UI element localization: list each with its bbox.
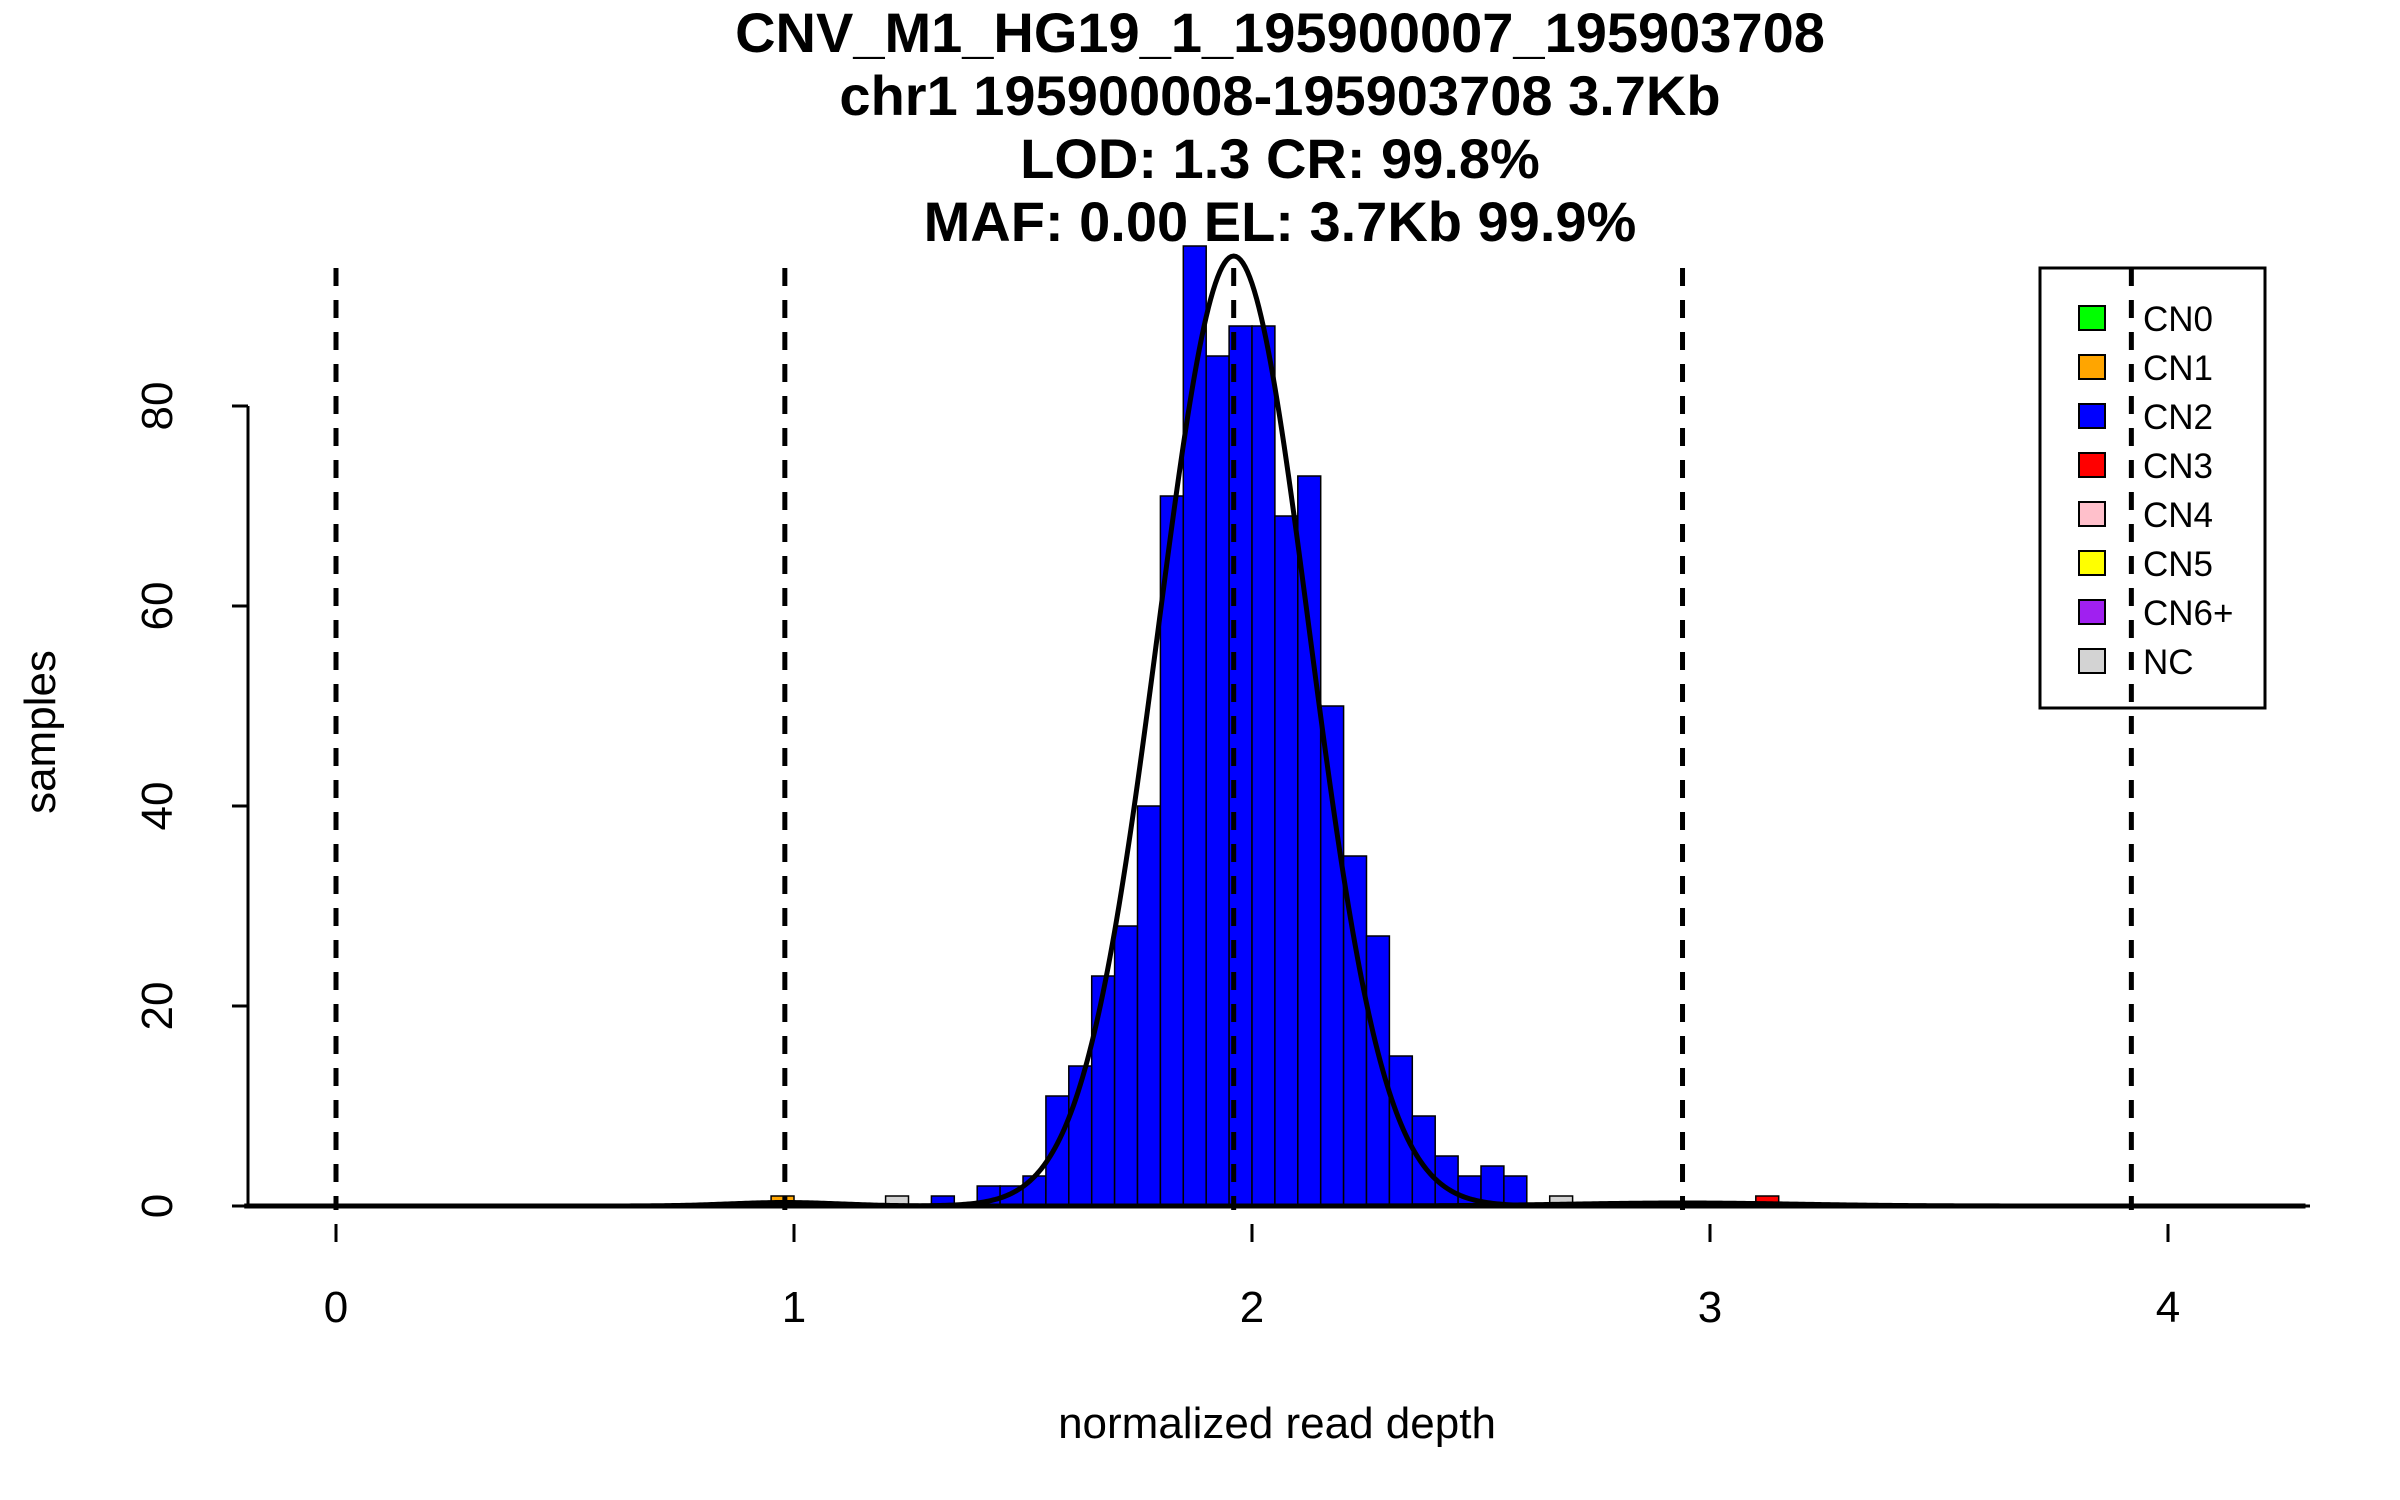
bar-26 <box>1503 1175 1528 1207</box>
x-tick-label-2: 2 <box>1240 1283 1264 1332</box>
title-line-3: LOD: 1.3 CR: 99.8% <box>1020 127 1540 190</box>
y-tick-label-1: 20 <box>133 982 182 1031</box>
legend-swatch-cn3 <box>2078 452 2106 478</box>
legend-box <box>2038 266 2267 710</box>
legend-swatch-cn0 <box>2078 305 2106 331</box>
legend-swatch-nc <box>2078 648 2106 674</box>
legend-label-nc: NC <box>2143 643 2194 682</box>
legend-label-cn2: CN2 <box>2143 398 2213 437</box>
legend-label-cn4: CN4 <box>2143 496 2213 535</box>
bar-8 <box>1090 975 1116 1207</box>
bar-18 <box>1319 705 1345 1207</box>
bar-21 <box>1388 1055 1414 1207</box>
legend-label-cn5: CN5 <box>2143 545 2213 584</box>
legend-swatch-cn2 <box>2078 403 2106 429</box>
bar-12 <box>1182 245 1207 1207</box>
chart-title: CNV_M1_HG19_1_195900007_195903708 chr1 1… <box>735 1 1825 253</box>
bar-13 <box>1205 355 1230 1207</box>
bar-22 <box>1411 1115 1436 1207</box>
y-tick-label-4: 80 <box>133 382 182 431</box>
bar-15 <box>1251 325 1276 1207</box>
bar-5 <box>1022 1175 1047 1207</box>
cn-threshold-lines <box>333 268 2134 1210</box>
legend-label-cn1: CN1 <box>2143 349 2213 388</box>
bar-16 <box>1274 515 1299 1207</box>
title-line-1: CNV_M1_HG19_1_195900007_195903708 <box>735 1 1825 64</box>
x-tick-label-3: 3 <box>1698 1283 1722 1332</box>
bar-10 <box>1136 805 1162 1207</box>
y-tick-label-3: 60 <box>133 582 182 631</box>
legend: CN0 CN1 CN2 CN3 CN4 CN5 CN6+ NC <box>2038 266 2267 710</box>
x-tick-label-4: 4 <box>2156 1283 2180 1332</box>
legend-label-cn3: CN3 <box>2143 447 2213 486</box>
bar-6 <box>1045 1095 1070 1207</box>
x-tick-label-0: 0 <box>324 1283 348 1332</box>
legend-label-cn0: CN0 <box>2143 300 2213 339</box>
title-line-4: MAF: 0.00 EL: 3.7Kb 99.9% <box>924 190 1637 253</box>
x-axis-ticks: 0 1 2 3 4 <box>324 1224 2180 1332</box>
legend-swatch-cn5 <box>2078 550 2106 576</box>
y-axis-ticks: 0 20 40 60 80 <box>133 382 248 1218</box>
x-tick-label-1: 1 <box>782 1283 806 1332</box>
title-line-2: chr1 195900008-195903708 3.7Kb <box>839 64 1720 127</box>
y-tick-label-2: 40 <box>133 782 182 831</box>
bar-20 <box>1365 935 1391 1207</box>
x-axis-label: normalized read depth <box>1058 1399 1496 1448</box>
bar-9 <box>1113 925 1139 1207</box>
legend-swatch-cn6plus <box>2078 599 2106 625</box>
y-tick-label-0: 0 <box>133 1194 182 1218</box>
legend-swatch-cn1 <box>2078 354 2106 380</box>
y-axis-label: samples <box>16 650 65 814</box>
legend-label-cn6plus: CN6+ <box>2143 594 2233 633</box>
legend-swatch-cn4 <box>2078 501 2106 527</box>
axes: 0 1 2 3 4 0 20 40 60 80 <box>133 382 2310 1332</box>
